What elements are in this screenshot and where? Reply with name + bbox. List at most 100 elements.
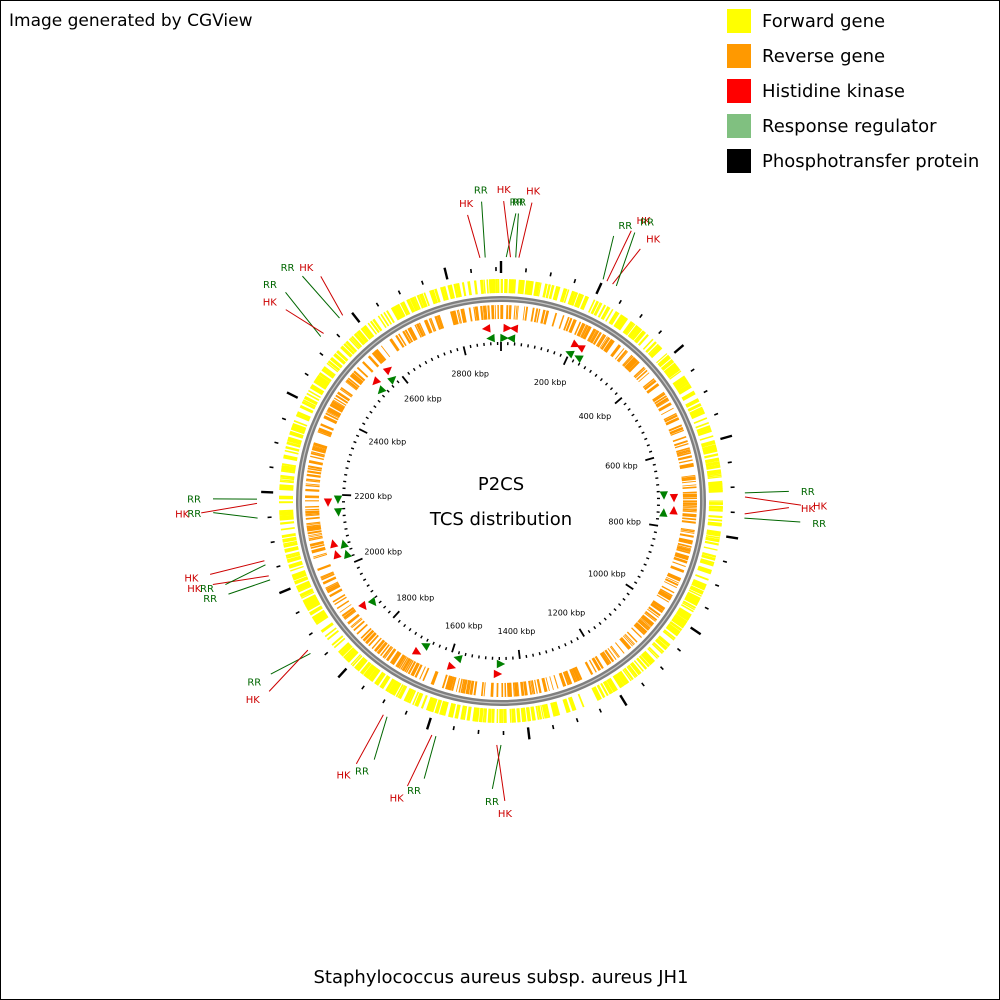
forward-gene-mark bbox=[708, 514, 723, 519]
forward-gene-mark bbox=[297, 584, 312, 592]
outer-tick bbox=[720, 434, 733, 441]
reverse-gene-mark bbox=[528, 680, 533, 695]
forward-gene-mark bbox=[706, 465, 721, 470]
forward-gene-mark bbox=[669, 370, 682, 380]
outer-tick bbox=[382, 699, 386, 704]
forward-gene-mark bbox=[416, 693, 424, 707]
reverse-gene-mark bbox=[588, 659, 597, 673]
forward-gene-mark bbox=[540, 705, 545, 720]
reverse-gene-mark bbox=[682, 517, 697, 521]
legend-label: Histidine kinase bbox=[762, 80, 905, 102]
reverse-gene-mark bbox=[618, 351, 629, 363]
callout-line bbox=[744, 517, 801, 523]
forward-gene-mark bbox=[460, 705, 466, 720]
forward-gene-mark bbox=[347, 651, 359, 663]
forward-gene-mark bbox=[279, 487, 294, 491]
reverse-gene-mark bbox=[482, 305, 485, 320]
reverse-gene-mark bbox=[642, 378, 655, 388]
callout-label: HK bbox=[390, 793, 405, 804]
forward-gene-mark bbox=[380, 675, 391, 690]
callout-label: RR bbox=[247, 677, 261, 688]
forward-gene-mark bbox=[309, 605, 323, 615]
reverse-gene-mark bbox=[622, 354, 633, 366]
forward-gene-mark bbox=[633, 660, 644, 672]
reverse-gene-mark bbox=[624, 634, 635, 646]
forward-gene-mark bbox=[304, 395, 318, 405]
reverse-gene-mark bbox=[362, 361, 374, 373]
forward-gene-mark bbox=[533, 281, 540, 297]
callout-label: RR bbox=[407, 786, 421, 797]
inner-tick bbox=[418, 364, 422, 368]
reverse-gene-mark bbox=[570, 668, 578, 683]
forward-gene-mark bbox=[658, 356, 671, 368]
tick-label: 1400 kbp bbox=[498, 627, 536, 636]
outer-tick bbox=[658, 330, 663, 335]
reverse-gene-mark bbox=[353, 370, 366, 382]
forward-gene-mark bbox=[377, 315, 387, 329]
forward-gene-mark bbox=[482, 708, 486, 723]
inner-tick bbox=[652, 463, 656, 466]
forward-gene-mark bbox=[306, 392, 320, 401]
callout-label: RR bbox=[801, 487, 815, 498]
inner-tick bbox=[623, 402, 627, 406]
inner-tick bbox=[559, 353, 562, 357]
reverse-gene-mark bbox=[634, 368, 646, 379]
outer-tick bbox=[689, 626, 702, 636]
forward-gene-mark bbox=[316, 376, 329, 386]
outer-tick bbox=[337, 667, 348, 679]
reverse-gene-mark bbox=[346, 379, 359, 389]
reverse-gene-mark bbox=[628, 360, 640, 373]
reverse-gene-mark bbox=[626, 358, 638, 371]
forward-gene-mark bbox=[702, 444, 717, 452]
forward-gene-mark bbox=[302, 400, 316, 409]
histidine-kinase-marker bbox=[358, 600, 367, 611]
inner-tick bbox=[392, 610, 400, 619]
tick-label: 2800 kbp bbox=[451, 370, 489, 379]
reverse-gene-mark bbox=[651, 601, 665, 611]
outer-tick bbox=[595, 282, 603, 295]
forward-gene-mark bbox=[516, 708, 520, 723]
inner-tick bbox=[378, 600, 382, 604]
reverse-gene-mark bbox=[462, 308, 467, 323]
outer-tick bbox=[549, 272, 552, 277]
reverse-gene-mark bbox=[681, 474, 696, 478]
callout-label: RR bbox=[510, 197, 524, 208]
forward-gene-mark bbox=[282, 536, 297, 542]
forward-gene-mark bbox=[706, 464, 721, 469]
reverse-gene-mark bbox=[620, 636, 632, 649]
reverse-gene-mark bbox=[560, 672, 567, 687]
forward-gene-mark bbox=[299, 404, 314, 414]
inner-tick bbox=[643, 563, 647, 566]
outer-tick bbox=[659, 666, 664, 671]
outer-tick bbox=[641, 682, 645, 687]
reverse-gene-mark bbox=[676, 548, 691, 554]
inner-tick bbox=[369, 410, 373, 414]
reverse-gene-mark bbox=[682, 509, 697, 512]
forward-gene-mark bbox=[393, 305, 402, 319]
reverse-gene-mark bbox=[602, 651, 612, 664]
forward-gene-mark bbox=[545, 284, 551, 299]
reverse-gene-mark bbox=[422, 667, 430, 682]
reverse-gene-mark bbox=[377, 642, 388, 655]
forward-gene-mark bbox=[411, 296, 420, 311]
inner-tick bbox=[362, 422, 366, 426]
forward-gene-mark bbox=[682, 391, 696, 402]
inner-tick bbox=[444, 646, 448, 651]
forward-gene-mark bbox=[704, 453, 719, 459]
inner-tick bbox=[414, 631, 418, 636]
inner-tick bbox=[557, 645, 561, 650]
reverse-gene-mark bbox=[345, 381, 357, 391]
inner-tick bbox=[386, 389, 390, 393]
response-regulator-marker bbox=[486, 333, 495, 343]
inner-tick bbox=[401, 375, 409, 384]
forward-gene-mark bbox=[663, 629, 676, 640]
forward-gene-mark bbox=[643, 650, 656, 663]
outer-tick bbox=[727, 461, 732, 464]
forward-gene-mark bbox=[623, 321, 635, 335]
response-regulator-marker bbox=[506, 334, 516, 343]
reverse-gene-mark bbox=[308, 532, 322, 537]
forward-gene-mark bbox=[685, 399, 700, 408]
inner-tick bbox=[464, 652, 467, 657]
inner-tick bbox=[553, 351, 556, 355]
reverse-gene-mark bbox=[520, 681, 523, 696]
